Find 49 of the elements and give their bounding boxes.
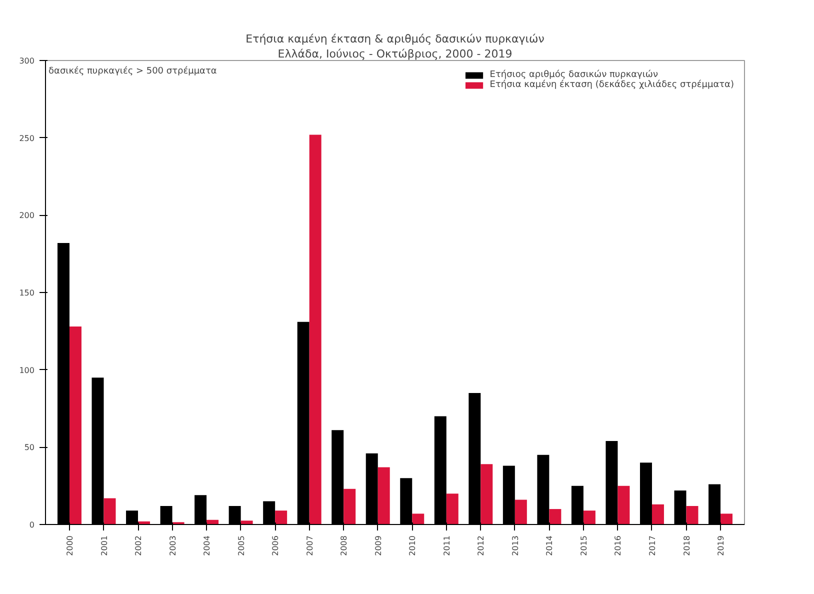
bar xyxy=(720,514,733,524)
x-tick-label: 2003 xyxy=(168,536,178,556)
annotation: δασικές πυρκαγιές > 500 στρέμματα xyxy=(48,66,217,76)
x-tick-label: 2014 xyxy=(545,536,554,556)
x-tick-label: 2008 xyxy=(340,536,349,556)
x-tick-label: 2000 xyxy=(65,536,74,556)
y-tick-label: 300 xyxy=(19,56,35,66)
chart-subtitle: Ελλάδα, Ιούνιος - Οκτώβριος, 2000 - 2019 xyxy=(278,48,512,60)
bar xyxy=(344,488,356,524)
y-tick-label: 250 xyxy=(19,134,35,143)
bar xyxy=(652,504,664,524)
x-tick-label: 2005 xyxy=(236,536,246,556)
bar xyxy=(69,326,82,524)
x-tick-label: 2015 xyxy=(579,536,588,556)
x-tick-label: 2001 xyxy=(100,536,109,556)
x-tick-label: 2007 xyxy=(305,536,314,556)
x-tick-label: 2010 xyxy=(408,536,418,556)
x-tick-label: 2004 xyxy=(202,536,212,556)
x-tick-label: 2017 xyxy=(648,536,657,556)
x-tick-label: 2012 xyxy=(476,536,486,556)
bar xyxy=(618,486,630,524)
bar xyxy=(275,510,288,524)
x-tick-label: 2019 xyxy=(716,536,726,556)
x-tick-label: 2002 xyxy=(134,536,144,556)
bar xyxy=(446,494,458,524)
x-tick-label: 2013 xyxy=(510,536,520,556)
y-tick-label: 50 xyxy=(24,443,35,452)
bar xyxy=(583,510,596,524)
chart-title: Ετήσια καμένη έκταση & αριθμός δασικών πυρκαγιών xyxy=(246,32,544,46)
y-tick-label: 200 xyxy=(19,211,35,220)
bar xyxy=(686,506,698,524)
bar xyxy=(514,500,527,524)
x-tick-label: 2009 xyxy=(374,536,383,556)
bar xyxy=(240,520,253,524)
bar xyxy=(309,134,322,524)
x-tick-label: 2011 xyxy=(442,536,452,556)
y-tick-label: 150 xyxy=(19,288,35,298)
bar xyxy=(378,467,390,524)
legend-label: Ετήσια καμένη έκταση (δεκάδες χιλιάδες στρέμματα) xyxy=(490,80,734,90)
x-tick-label: 2016 xyxy=(614,536,623,556)
x-tick-label: 2018 xyxy=(682,536,692,556)
bar xyxy=(104,498,116,524)
y-tick-label: 0 xyxy=(29,520,35,530)
bar xyxy=(412,514,424,524)
x-tick-label: 2006 xyxy=(271,536,280,556)
bar xyxy=(549,509,562,524)
legend-label: Ετήσιος αριθμός δασικών πυρκαγιών xyxy=(490,70,658,80)
bar xyxy=(480,464,493,524)
y-tick-label: 100 xyxy=(19,366,35,375)
